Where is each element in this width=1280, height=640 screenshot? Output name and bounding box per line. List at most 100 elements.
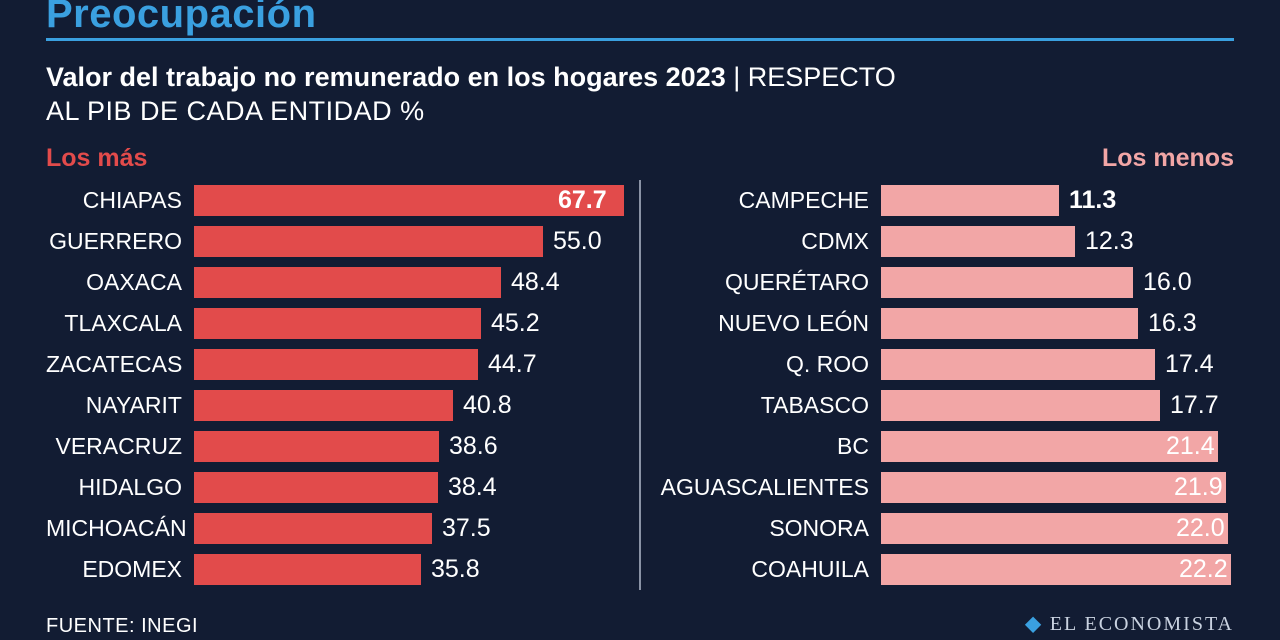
bar-wrap: 45.2 — [194, 303, 629, 344]
bar — [194, 472, 438, 504]
bar-wrap: 40.8 — [194, 385, 629, 426]
charts-container: CHIAPAS67.7GUERRERO55.0OAXACA48.4TLAXCAL… — [46, 180, 1234, 590]
chart-row: EDOMEX 35.8 — [46, 549, 629, 590]
source-label: FUENTE: INEGI — [46, 615, 198, 638]
row-label: CHIAPAS — [46, 187, 194, 214]
bar-wrap: 44.7 — [194, 344, 629, 385]
bar — [194, 308, 481, 340]
subtitle-line2: AL PIB DE CADA ENTIDAD % — [46, 96, 425, 127]
row-label: TABASCO — [651, 392, 881, 419]
bar — [194, 349, 478, 381]
chart-row: TLAXCALA 45.2 — [46, 303, 629, 344]
row-value: 45.2 — [491, 309, 540, 338]
row-label: ZACATECAS — [46, 351, 194, 378]
row-value: 16.0 — [1143, 268, 1192, 297]
chart-row: BC 21.4 — [651, 426, 1234, 467]
bar-wrap: 17.7 — [881, 385, 1234, 426]
bar — [194, 267, 501, 299]
row-value: 17.7 — [1170, 391, 1219, 420]
right-chart-heading: Los menos — [1102, 144, 1234, 173]
bar-wrap: 16.0 — [881, 262, 1234, 303]
bar-wrap: 21.9 — [881, 467, 1234, 508]
subtitle-line1: Valor del trabajo no remunerado en los h… — [46, 62, 896, 93]
row-label: GUERRERO — [46, 228, 194, 255]
bar-wrap: 22.0 — [881, 508, 1234, 549]
row-label: MICHOACÁN — [46, 515, 194, 542]
chart-row: Q. ROO17.4 — [651, 344, 1234, 385]
row-label: QUERÉTARO — [651, 269, 881, 296]
bar — [881, 308, 1138, 340]
right-chart: CAMPECHE 11.3 CDMX12.3 QUERÉTARO 16.0 NUEVO L… — [651, 180, 1234, 590]
row-label: CAMPECHE — [651, 187, 881, 214]
brand-label: ◆ EL ECONOMISTA — [1025, 611, 1234, 636]
row-value: 44.7 — [488, 350, 537, 379]
bar-wrap: 35.8 — [194, 549, 629, 590]
row-label: EDOMEX — [46, 556, 194, 583]
row-value: 16.3 — [1148, 309, 1197, 338]
bar — [881, 390, 1160, 422]
row-value: 55.0 — [553, 227, 602, 256]
bar-wrap: 11.3 — [881, 180, 1234, 221]
chart-row: MICHOACÁN 37.5 — [46, 508, 629, 549]
row-value: 38.6 — [449, 432, 498, 461]
bar-wrap: 48.4 — [194, 262, 629, 303]
row-value: 37.5 — [442, 514, 491, 543]
row-label: VERACRUZ — [46, 433, 194, 460]
bar — [881, 226, 1075, 258]
infographic-root: Preocupación Valor del trabajo no remune… — [0, 0, 1280, 640]
bar-wrap: 67.7 — [194, 180, 629, 221]
bar-wrap: 17.4 — [881, 344, 1234, 385]
row-label: BC — [651, 433, 881, 460]
row-label: SONORA — [651, 515, 881, 542]
row-label: NAYARIT — [46, 392, 194, 419]
bar-wrap: 12.3 — [881, 221, 1234, 262]
chart-row: CDMX12.3 — [651, 221, 1234, 262]
row-label: OAXACA — [46, 269, 194, 296]
row-label: COAHUILA — [651, 556, 881, 583]
row-value: 21.4 — [1166, 432, 1215, 461]
title-underline — [46, 38, 1234, 41]
bar — [194, 554, 421, 586]
bar-wrap: 55.0 — [194, 221, 629, 262]
chart-row: VERACRUZ 38.6 — [46, 426, 629, 467]
subtitle-light-inline: RESPECTO — [748, 62, 896, 92]
page-title: Preocupación — [46, 0, 317, 37]
bar-wrap: 22.2 — [881, 549, 1234, 590]
chart-row: AGUASCALIENTES21.9 — [651, 467, 1234, 508]
row-value: 12.3 — [1085, 227, 1134, 256]
chart-row: ZACATECAS 44.7 — [46, 344, 629, 385]
chart-row: HIDALGO 38.4 — [46, 467, 629, 508]
chart-row: NUEVO LEÓN 16.3 — [651, 303, 1234, 344]
row-label: NUEVO LEÓN — [651, 310, 881, 337]
left-chart-heading: Los más — [46, 144, 147, 173]
bar — [881, 185, 1059, 217]
chart-row: QUERÉTARO 16.0 — [651, 262, 1234, 303]
row-value: 48.4 — [511, 268, 560, 297]
subtitle-separator: | — [726, 62, 748, 92]
row-value: 21.9 — [1174, 473, 1223, 502]
chart-row: TABASCO 17.7 — [651, 385, 1234, 426]
bar — [194, 226, 543, 258]
bar-wrap: 16.3 — [881, 303, 1234, 344]
bar — [881, 349, 1155, 381]
row-value: 22.2 — [1179, 555, 1228, 584]
chart-row: GUERRERO 55.0 — [46, 221, 629, 262]
row-value: 11.3 — [1069, 186, 1116, 215]
row-label: HIDALGO — [46, 474, 194, 501]
row-value: 38.4 — [448, 473, 497, 502]
bar — [194, 431, 439, 463]
bar — [194, 513, 432, 545]
row-label: TLAXCALA — [46, 310, 194, 337]
bar-wrap: 38.4 — [194, 467, 629, 508]
chart-row: CHIAPAS67.7 — [46, 180, 629, 221]
bar-wrap: 38.6 — [194, 426, 629, 467]
row-value: 35.8 — [431, 555, 480, 584]
chart-row: NAYARIT40.8 — [46, 385, 629, 426]
bar — [881, 267, 1133, 299]
row-value: 22.0 — [1176, 514, 1225, 543]
chart-row: CAMPECHE 11.3 — [651, 180, 1234, 221]
bar — [194, 390, 453, 422]
chart-row: COAHUILA 22.2 — [651, 549, 1234, 590]
chart-row: OAXACA 48.4 — [46, 262, 629, 303]
row-value: 17.4 — [1165, 350, 1214, 379]
